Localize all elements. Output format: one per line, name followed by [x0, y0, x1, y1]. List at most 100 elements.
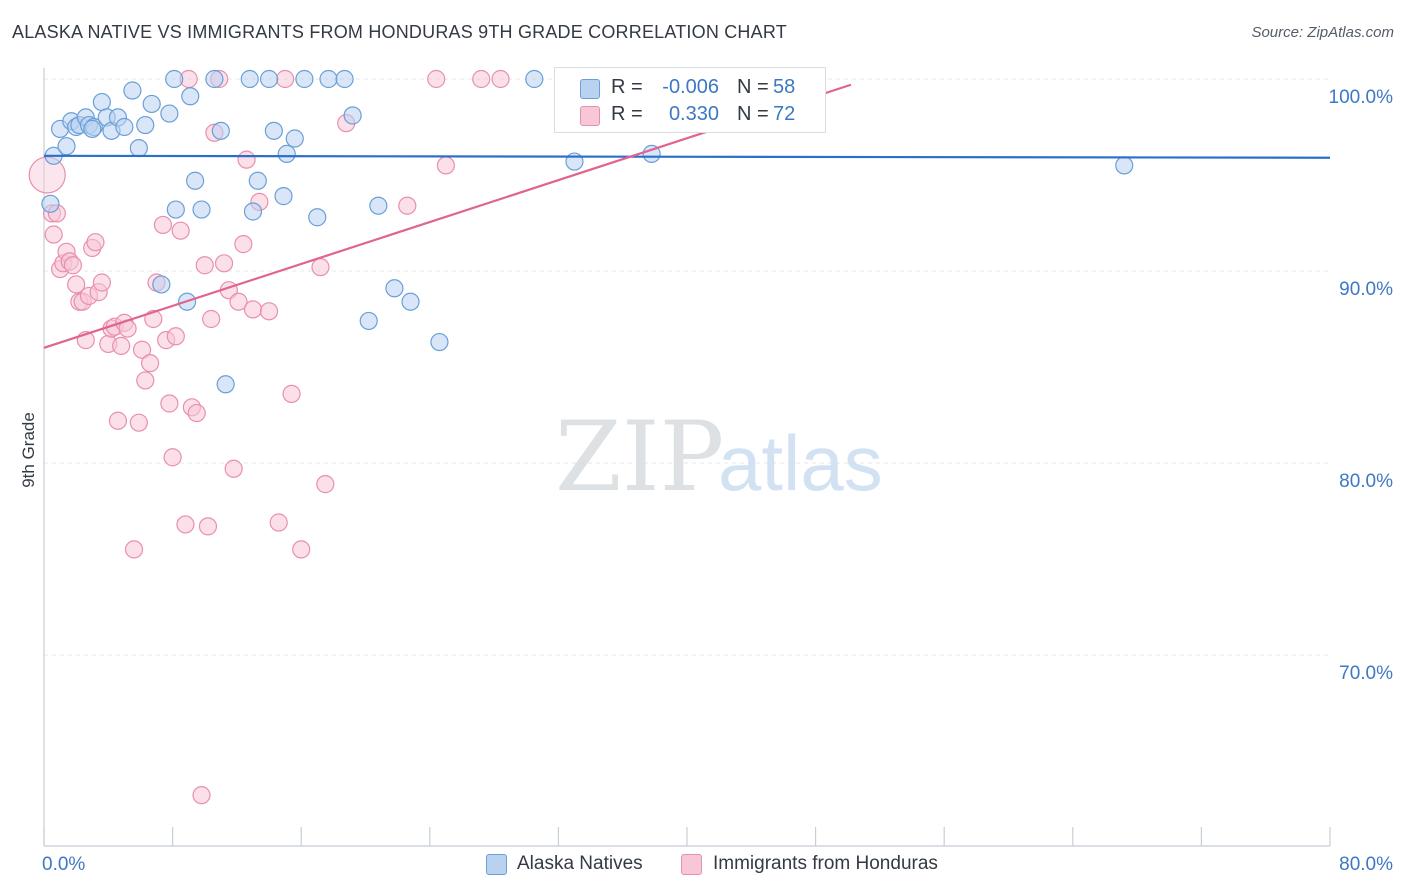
honduras-point [124, 540, 144, 559]
legend-label-alaska: Alaska Natives [517, 853, 643, 874]
alaska-point [1115, 156, 1134, 175]
alaska-point [285, 129, 304, 148]
alaska-point [308, 208, 327, 227]
alaska-point [181, 87, 200, 106]
honduras-point [472, 69, 491, 89]
n-value: 58 [773, 76, 796, 98]
tick-labels: 100.0% 90.0% 80.0% 70.0% 0.0% 80.0% [42, 87, 1393, 875]
alaska-point [274, 187, 293, 206]
series-legend: Alaska Natives Immigrants from Honduras [0, 852, 1406, 878]
stats-legend: R = -0.006 N = 58 R = 0.330 N = 72 [554, 67, 826, 133]
alaska-point [401, 292, 420, 311]
alaska-point [192, 200, 211, 219]
alaska-point [160, 104, 179, 123]
alaska-point [57, 137, 76, 156]
r-label: R = [611, 76, 643, 98]
source-label: Source: ZipAtlas.com [1251, 24, 1394, 41]
honduras-point [292, 540, 311, 559]
honduras-point [112, 336, 131, 355]
chart-title: ALASKA NATIVE VS IMMIGRANTS FROM HONDURA… [12, 22, 787, 42]
honduras-point [198, 517, 218, 536]
alaska-legend-swatch [486, 854, 507, 875]
alaska-trend-line [43, 154, 1331, 159]
alaska-point [430, 332, 449, 352]
honduras-point [67, 275, 86, 294]
honduras-point [129, 413, 148, 432]
stats-row-honduras: R = 0.330 N = 72 [555, 101, 825, 129]
honduras-point [144, 309, 163, 329]
honduras-point [398, 196, 417, 215]
stats-row-alaska: R = -0.006 N = 58 [555, 74, 825, 102]
alaska-point [319, 69, 338, 89]
alaska-point [240, 69, 259, 89]
r-label: R = [611, 103, 643, 125]
honduras-point [229, 292, 248, 311]
honduras-point [491, 69, 510, 89]
alaska-point [165, 69, 184, 89]
alaska-point [243, 202, 263, 221]
alaska-point [277, 144, 296, 163]
honduras-point [316, 475, 335, 494]
alaska-point [129, 139, 148, 158]
honduras-point [176, 515, 195, 534]
alaska-point [385, 279, 404, 298]
alaska-point [41, 194, 60, 213]
honduras-point [92, 273, 111, 292]
watermark: ZIP atlas [555, 401, 883, 513]
r-value: 0.330 [668, 103, 719, 125]
honduras-point [160, 394, 179, 413]
alaska-point [216, 375, 235, 394]
y-tick-label: 100.0% [1329, 87, 1394, 108]
y-tick-label: 80.0% [1339, 471, 1393, 492]
alaska-point [248, 171, 267, 190]
honduras-point [187, 403, 206, 423]
alaska-point [525, 69, 544, 89]
honduras-point [234, 235, 253, 254]
honduras-point [243, 300, 263, 319]
y-tick-label: 70.0% [1339, 663, 1393, 684]
alaska-point [166, 200, 185, 219]
n-label: N = [737, 103, 769, 125]
honduras-point [436, 156, 455, 175]
honduras-point [311, 258, 330, 277]
legend-label-honduras: Immigrants from Honduras [713, 853, 938, 874]
x-tick-label: 0.0% [42, 854, 85, 875]
alaska-swatch [580, 79, 600, 99]
honduras-legend-swatch [681, 854, 702, 875]
honduras-point [166, 327, 185, 346]
alaska-point [115, 117, 134, 137]
alaska-point [359, 311, 378, 331]
alaska-point [123, 81, 142, 100]
watermark-zip: ZIP [555, 401, 724, 513]
n-label: N = [737, 76, 769, 98]
honduras-point [237, 150, 256, 169]
honduras-point [163, 448, 182, 467]
honduras-point [63, 256, 83, 275]
r-value: -0.006 [662, 76, 719, 98]
alaska-point [92, 92, 111, 112]
alaska-point [205, 69, 224, 89]
honduras-point [44, 225, 63, 244]
honduras-swatch [580, 106, 600, 126]
honduras-point [427, 69, 446, 89]
honduras-point [269, 513, 288, 532]
honduras-point [195, 256, 214, 275]
alaska-point [369, 196, 388, 215]
y-tick-label: 90.0% [1339, 279, 1393, 300]
alaska-point [152, 275, 171, 294]
alaska-point [83, 119, 102, 139]
x-tick-label: 80.0% [1339, 854, 1393, 875]
honduras-point [282, 384, 301, 403]
alaska-point [295, 69, 314, 89]
alaska-point [211, 121, 230, 140]
alaska-point [264, 121, 283, 140]
watermark-atlas: atlas [718, 419, 883, 507]
honduras-point [259, 302, 279, 321]
honduras-point [202, 309, 221, 329]
honduras-point [132, 340, 152, 359]
alaska-point [259, 69, 279, 89]
honduras-point [140, 354, 160, 373]
alaska-point [335, 69, 354, 89]
alaska-point [136, 115, 155, 135]
